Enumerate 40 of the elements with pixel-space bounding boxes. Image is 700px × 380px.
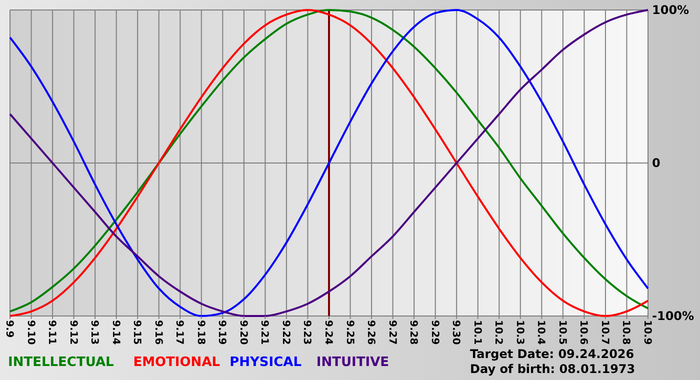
text: Day of birth: 08.01.1973 xyxy=(470,362,636,376)
x-tick-label: 9.9 xyxy=(4,320,14,338)
x-tick-label: 9.27 xyxy=(386,320,398,345)
x-tick-label: 9.24 xyxy=(322,320,334,345)
x-tick-label: 9.19 xyxy=(216,320,228,345)
x-tick-label: 9.22 xyxy=(280,320,291,345)
x-tick-label: 10.1 xyxy=(471,320,482,345)
text: INTUITIVE xyxy=(316,355,390,370)
x-tick-label: 9.23 xyxy=(301,320,312,345)
text: EMOTIONAL xyxy=(133,355,220,370)
x-tick-label: 9.18 xyxy=(194,320,206,345)
x-tick-label: 10.4 xyxy=(535,320,546,345)
text: Target Date: 09.24.2026 xyxy=(470,347,634,361)
x-tick-label: 9.21 xyxy=(258,320,270,345)
x-tick-label: 9.14 xyxy=(110,320,121,345)
x-tick-label: 9.13 xyxy=(88,320,100,345)
x-tick-label: 9.25 xyxy=(344,320,355,345)
y-tick-label: 100% xyxy=(652,3,690,18)
x-tick-label: 9.16 xyxy=(152,320,164,345)
x-tick-label: 9.11 xyxy=(46,320,58,345)
x-tick-label: 10.3 xyxy=(514,320,525,345)
x-tick-label: 9.26 xyxy=(365,320,376,345)
x-tick-label: 9.12 xyxy=(67,320,78,345)
x-tick-label: 10.5 xyxy=(556,320,568,345)
x-tick-label: 9.30 xyxy=(450,320,462,345)
x-tick-label: 9.28 xyxy=(408,320,419,345)
y-tick-label: 0 xyxy=(652,156,660,170)
x-tick-label: 10.6 xyxy=(578,320,589,345)
x-tick-label: 9.20 xyxy=(237,320,248,345)
x-tick-label: 9.15 xyxy=(131,320,142,345)
text: INTELLECTUAL xyxy=(8,355,114,370)
x-tick-label: 9.17 xyxy=(174,320,185,345)
x-tick-label: 9.10 xyxy=(24,320,36,345)
x-tick-label: 10.2 xyxy=(492,320,504,345)
y-tick-label: -100% xyxy=(652,309,694,324)
x-tick-label: 10.8 xyxy=(620,320,632,345)
x-tick-label: 9.29 xyxy=(428,320,440,345)
x-tick-label: 10.7 xyxy=(598,320,610,345)
text: PHYSICAL xyxy=(230,355,302,370)
x-tick-label: 10.9 xyxy=(642,320,652,345)
